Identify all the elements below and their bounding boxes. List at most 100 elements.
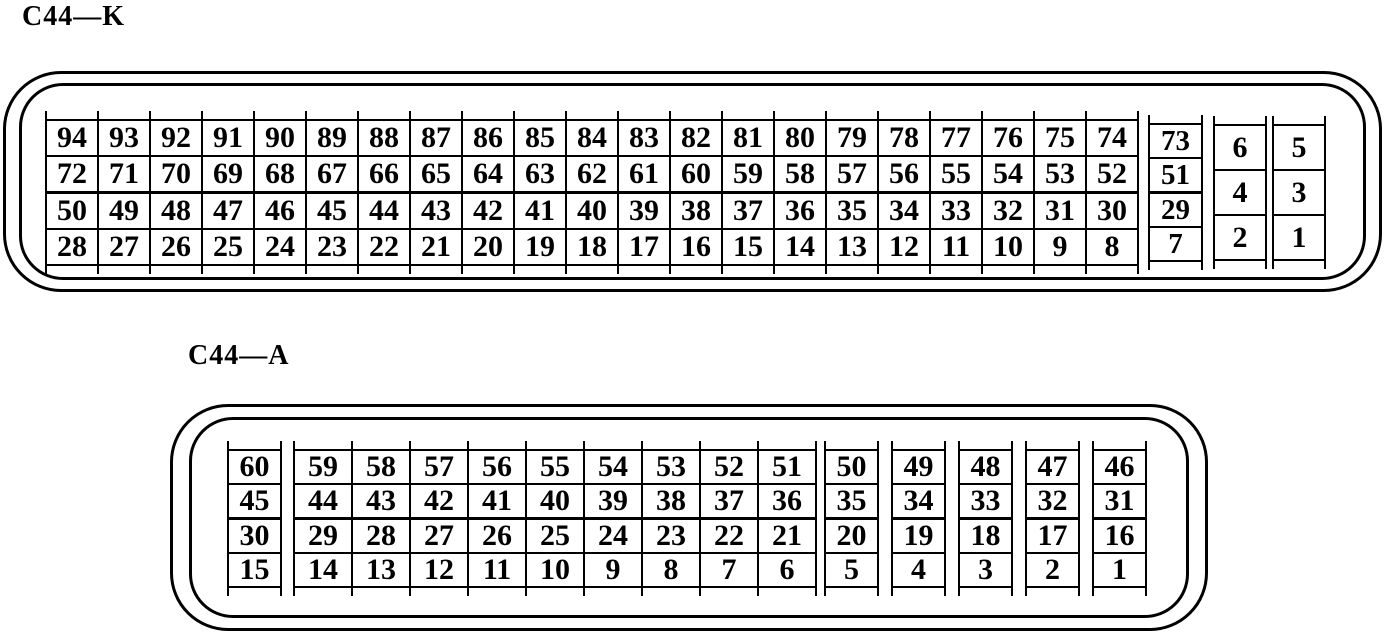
pin-cell: 41	[513, 191, 567, 230]
pin-cell: 57	[409, 442, 469, 485]
pin-cell: 70	[149, 155, 203, 194]
pin-cell: 59	[293, 442, 353, 485]
pin-cell: 71	[97, 155, 151, 194]
pin-cell: 17	[617, 228, 671, 275]
pin-cell: 75	[1033, 112, 1087, 157]
pin-cell: 49	[97, 191, 151, 230]
pin-cell: 73	[1148, 116, 1203, 159]
pin-cell: 55	[929, 155, 983, 194]
pin-cell: 23	[641, 517, 701, 554]
pin-cell: 76	[981, 112, 1035, 157]
pin-cell: 24	[583, 517, 643, 554]
pin-cell: 38	[641, 483, 701, 520]
pin-cell: 57	[825, 155, 879, 194]
pin-cell: 21	[757, 517, 817, 554]
pin-cell: 32	[981, 191, 1035, 230]
pin-cell: 9	[583, 552, 643, 597]
pin-cell: 69	[201, 155, 255, 194]
pin-cell: 82	[669, 112, 723, 157]
pin-cell: 61	[617, 155, 671, 194]
pin-cell: 83	[617, 112, 671, 157]
pin-cell: 47	[201, 191, 255, 230]
a-pin-column-48: 48 33 18 3	[958, 441, 1013, 597]
pin-cell: 31	[1092, 483, 1147, 520]
pin-table: 50 35 20 5	[824, 442, 879, 597]
connector-k-pin-area: 94 93 92 91 90 89 88 87 86 85 84 83 82 81 80 79 78 77 76 75…	[45, 111, 1326, 275]
pin-cell: 37	[721, 191, 775, 230]
pin-cell: 17	[1025, 517, 1080, 554]
pin-cell: 80	[773, 112, 827, 157]
pin-cell: 39	[583, 483, 643, 520]
pin-cell: 3	[958, 552, 1013, 597]
pin-cell: 88	[357, 112, 411, 157]
pin-cell: 40	[565, 191, 619, 230]
pin-cell: 30	[227, 517, 282, 554]
k-pin-column-73: 73 51 29 7	[1148, 115, 1203, 271]
pin-cell: 37	[699, 483, 759, 520]
pin-cell: 52	[699, 442, 759, 485]
pin-cell: 77	[929, 112, 983, 157]
pin-cell: 18	[565, 228, 619, 275]
pin-table: 59 58 57 56 55 54 53 52 51 44 43 42 41 40 39 38 37 36 29 28…	[293, 442, 817, 597]
pin-cell: 30	[1085, 191, 1139, 230]
pin-cell: 58	[773, 155, 827, 194]
pin-cell: 48	[958, 442, 1013, 485]
pin-cell: 29	[1148, 191, 1203, 228]
pin-cell: 31	[1033, 191, 1087, 230]
pin-cell: 46	[1092, 442, 1147, 485]
pin-cell: 15	[721, 228, 775, 275]
connector-a-housing-inner	[189, 417, 1189, 618]
pin-cell: 59	[721, 155, 775, 194]
pin-cell: 38	[669, 191, 723, 230]
pin-cell: 16	[1092, 517, 1147, 554]
pin-cell: 56	[877, 155, 931, 194]
pin-cell: 51	[1148, 157, 1203, 194]
pin-table: 49 34 19 4	[891, 442, 946, 597]
pin-cell: 52	[1085, 155, 1139, 194]
connector-a-label: C44—A	[188, 340, 290, 371]
pin-cell: 84	[565, 112, 619, 157]
pin-cell: 81	[721, 112, 775, 157]
pin-cell: 22	[699, 517, 759, 554]
pin-cell: 23	[305, 228, 359, 275]
pin-cell: 36	[757, 483, 817, 520]
pin-cell: 34	[891, 483, 946, 520]
pin-cell: 21	[409, 228, 463, 275]
a-pin-column-47: 47 32 17 2	[1025, 441, 1080, 597]
pin-table: 48 33 18 3	[958, 442, 1013, 597]
pin-cell: 1	[1092, 552, 1147, 597]
pin-cell: 72	[45, 155, 99, 194]
pin-cell: 4	[891, 552, 946, 597]
pin-cell: 40	[525, 483, 585, 520]
pin-cell: 58	[351, 442, 411, 485]
pin-cell: 54	[981, 155, 1035, 194]
pin-cell: 48	[149, 191, 203, 230]
a-pin-column-60: 60 45 30 15	[227, 441, 282, 597]
connector-k-label: C44—K	[22, 1, 125, 32]
pin-cell: 5	[1272, 117, 1326, 171]
a-pin-column-46: 46 31 16 1	[1092, 441, 1147, 597]
pin-cell: 11	[467, 552, 527, 597]
pin-cell: 53	[1033, 155, 1087, 194]
pin-cell: 2	[1025, 552, 1080, 597]
pin-cell: 39	[617, 191, 671, 230]
pin-cell: 51	[757, 442, 817, 485]
pin-cell: 14	[293, 552, 353, 597]
pin-cell: 5	[824, 552, 879, 597]
pin-cell: 65	[409, 155, 463, 194]
pin-table: 73 51 29 7	[1148, 116, 1203, 271]
pin-cell: 43	[409, 191, 463, 230]
pin-cell: 91	[201, 112, 255, 157]
pin-cell: 2	[1213, 214, 1267, 270]
pin-cell: 46	[253, 191, 307, 230]
pin-cell: 67	[305, 155, 359, 194]
pin-cell: 50	[45, 191, 99, 230]
pin-cell: 42	[461, 191, 515, 230]
pin-cell: 93	[97, 112, 151, 157]
pin-cell: 10	[981, 228, 1035, 275]
pin-cell: 64	[461, 155, 515, 194]
pin-cell: 9	[1033, 228, 1087, 275]
pin-cell: 24	[253, 228, 307, 275]
